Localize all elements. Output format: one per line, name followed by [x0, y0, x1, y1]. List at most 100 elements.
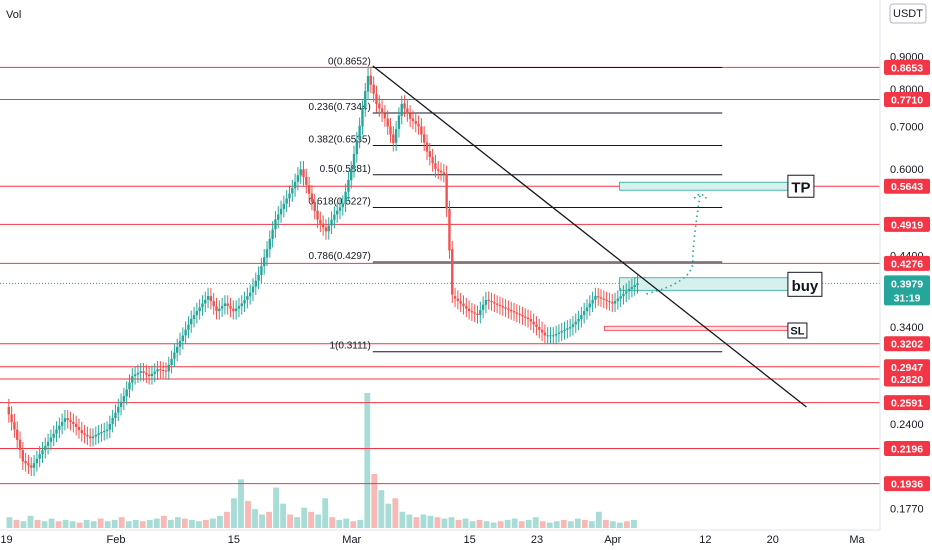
volume-bar	[266, 511, 272, 528]
candle-body	[509, 309, 513, 312]
sl-annotation-box[interactable]	[787, 322, 808, 339]
candle-body	[66, 418, 69, 421]
candle-body	[86, 434, 89, 437]
volume-bar	[631, 519, 637, 528]
tp-annotation-box[interactable]	[787, 174, 815, 198]
volume-bar	[90, 521, 97, 528]
price-axis-panel	[880, 0, 932, 550]
candle-body	[274, 219, 277, 230]
volume-bar	[104, 521, 111, 528]
candle-body	[504, 307, 507, 309]
x-tick-label: 23	[531, 534, 543, 546]
volume-bar	[322, 498, 329, 528]
candle-body	[462, 303, 465, 307]
level-price-tag	[884, 441, 930, 457]
candle-body	[243, 299, 246, 304]
y-tick-label: 0.2400	[890, 419, 924, 431]
candle-body	[58, 425, 61, 430]
candle-body	[91, 436, 95, 439]
candle-body	[431, 157, 434, 164]
volume-bar	[553, 521, 560, 528]
volume-bar	[41, 521, 48, 528]
candle-body	[142, 371, 145, 373]
candle-body	[184, 329, 187, 336]
candle-body	[173, 352, 176, 359]
candle-body	[257, 274, 260, 281]
descending-trendline[interactable]	[372, 65, 807, 408]
time-axis[interactable]: 19 Feb 15 Mar 15 23 Apr 12 20 Ma	[0, 529, 880, 546]
volume-bar	[55, 521, 62, 528]
currency-button[interactable]: USDT	[889, 3, 927, 24]
volume-label: Vol	[6, 9, 21, 21]
candle-body	[507, 308, 510, 310]
volume-bar	[588, 521, 595, 528]
candle-body	[167, 364, 170, 372]
volume-bar	[83, 519, 90, 528]
current-price-tag	[884, 275, 930, 306]
candle-body	[333, 214, 336, 220]
candle-body	[397, 115, 401, 130]
candle-body	[613, 301, 617, 304]
candle-body	[355, 140, 359, 155]
volume-bar	[455, 519, 462, 528]
candle-body	[386, 118, 389, 127]
volume-bar	[609, 521, 616, 528]
volume-bar	[188, 519, 195, 528]
tp-zone[interactable]	[619, 181, 789, 191]
buy-annotation-box[interactable]	[787, 271, 823, 297]
candle-body	[237, 306, 241, 309]
candle-body	[251, 286, 255, 293]
candle-body	[515, 312, 519, 314]
candle-body	[38, 454, 41, 459]
candle-body	[608, 301, 611, 303]
volume-bar	[539, 521, 546, 528]
volume-bar	[301, 507, 308, 528]
candle-body	[44, 445, 47, 451]
candle-countdown: 31:19	[894, 292, 921, 304]
volume-bar	[69, 521, 76, 528]
volume-bar	[181, 518, 188, 528]
sl-zone[interactable]	[603, 325, 789, 331]
candle-body	[282, 203, 286, 209]
candle-body	[476, 313, 479, 316]
trade-zones	[603, 181, 789, 331]
volume-bar	[399, 511, 406, 528]
volume-bar	[139, 521, 146, 528]
candle-body	[417, 123, 420, 127]
volume-bar	[62, 519, 69, 528]
fib-level-label: 0.382(0.6535)	[309, 134, 371, 145]
candle-body	[296, 175, 300, 182]
fib-level-label: 0.236(0.7344)	[309, 102, 371, 113]
candle-body	[226, 303, 229, 307]
candle-body	[554, 333, 558, 336]
candle-body	[100, 432, 103, 434]
level-price-tag	[884, 178, 930, 194]
volume-bar	[525, 519, 532, 528]
candlesticks	[7, 67, 639, 477]
candle-body	[540, 329, 544, 333]
candle-body	[605, 299, 608, 302]
volume-bar	[462, 518, 469, 528]
candle-body	[147, 374, 151, 377]
candle-body	[131, 376, 134, 383]
candle-body	[271, 229, 274, 240]
volume-bar	[504, 519, 511, 528]
volume-bar	[448, 517, 455, 528]
volume-bar	[13, 519, 20, 528]
candle-body	[206, 295, 210, 300]
candle-body	[209, 296, 213, 302]
candle-body	[204, 299, 207, 304]
candle-body	[63, 418, 67, 422]
candle-body	[178, 340, 182, 347]
candle-body	[445, 173, 448, 209]
price-axis[interactable]: 0.90000.80000.70000.60000.44000.34000.24…	[879, 0, 932, 550]
fib-level-label: 1(0.3111)	[329, 341, 370, 352]
volume-bar	[294, 517, 301, 528]
volume-bar	[245, 501, 251, 528]
candle-body	[563, 329, 566, 332]
candle-body	[574, 321, 577, 325]
volume-bar	[252, 509, 258, 528]
volume-bar	[132, 519, 139, 528]
candle-body	[313, 201, 316, 212]
